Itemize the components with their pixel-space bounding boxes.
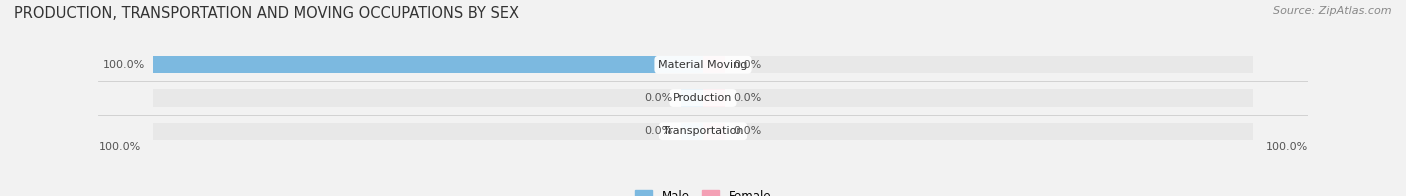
Bar	[153, 56, 703, 73]
Text: 0.0%: 0.0%	[734, 60, 762, 70]
Text: 0.0%: 0.0%	[644, 93, 672, 103]
Bar	[153, 89, 703, 107]
Text: 100.0%: 100.0%	[103, 60, 145, 70]
Bar	[153, 123, 703, 140]
Bar	[153, 56, 703, 73]
Text: 100.0%: 100.0%	[1265, 142, 1308, 152]
Bar	[703, 89, 1253, 107]
Bar	[703, 123, 1253, 140]
Bar	[703, 89, 725, 107]
Bar	[703, 123, 725, 140]
Text: PRODUCTION, TRANSPORTATION AND MOVING OCCUPATIONS BY SEX: PRODUCTION, TRANSPORTATION AND MOVING OC…	[14, 6, 519, 21]
Text: Source: ZipAtlas.com: Source: ZipAtlas.com	[1274, 6, 1392, 16]
Bar	[681, 123, 703, 140]
Text: Transportation: Transportation	[662, 126, 744, 136]
Text: 0.0%: 0.0%	[734, 126, 762, 136]
Bar	[703, 56, 1253, 73]
Text: 0.0%: 0.0%	[734, 93, 762, 103]
Bar	[703, 56, 725, 73]
Bar	[681, 89, 703, 107]
Legend: Male, Female: Male, Female	[630, 185, 776, 196]
Text: 0.0%: 0.0%	[644, 126, 672, 136]
Text: Production: Production	[673, 93, 733, 103]
Text: Material Moving: Material Moving	[658, 60, 748, 70]
Text: 100.0%: 100.0%	[98, 142, 141, 152]
